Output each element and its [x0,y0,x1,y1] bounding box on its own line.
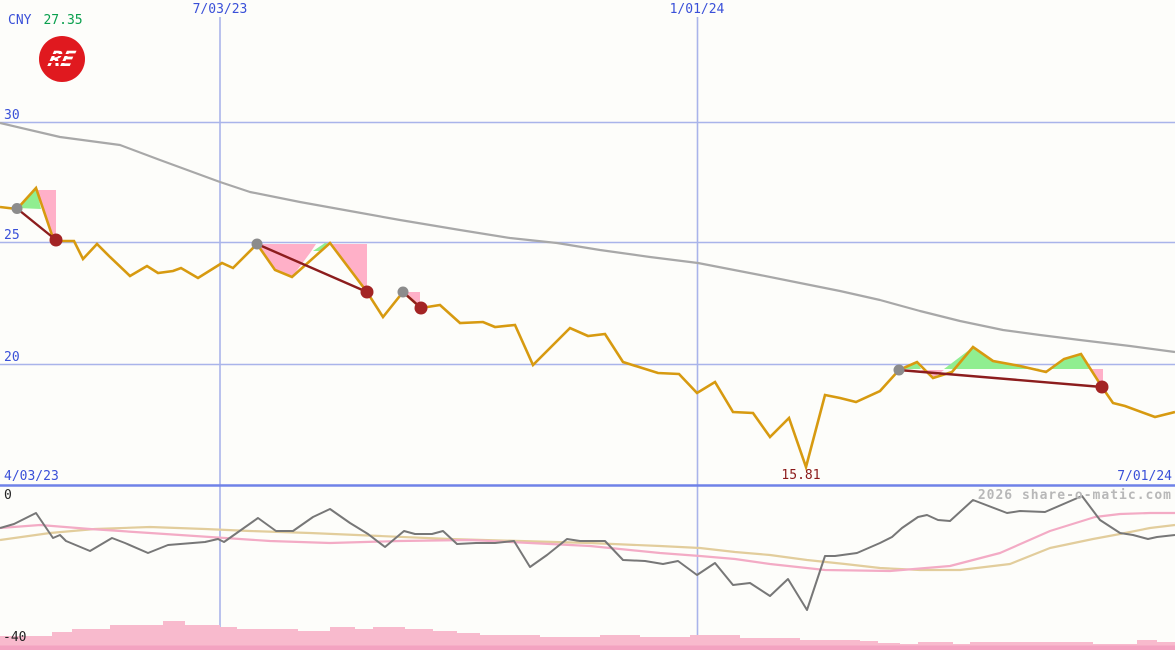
company-logo-text: RE [46,47,78,71]
bottom-date-left: 4/03/23 [4,469,59,484]
pink-fill [257,244,316,277]
trend-line [256,242,368,294]
bottom-date-right: 7/01/24 [1117,469,1172,484]
price-line [0,185,1175,472]
price-low-label: 15.81 [781,468,821,483]
logo-stripe [46,61,78,63]
volume-base-strip [0,645,1175,650]
trend-end-dot [49,233,63,247]
lower-gray-line [0,495,1175,611]
moving-average-line [0,121,1175,354]
currency-label: CNY [8,13,32,28]
trend-end-dot [414,301,428,315]
trend-line [16,207,57,241]
trend-start-dot [11,203,23,214]
lower-pink-line [0,511,1175,573]
watermark: 2026 share-o-matic.com [977,488,1172,503]
y-tick-20: 20 [4,350,20,365]
panel2-tick-0: 0 [4,488,12,503]
trend-end-dot [1095,380,1109,394]
y-tick-30: 30 [4,108,20,123]
trend-start-dot [893,364,905,376]
volume-bars [0,621,1175,650]
panel2-tick-neg40: -40 [3,630,27,645]
trend-end-dot [360,285,374,299]
current-price-row: CNY 27.35 [8,14,83,27]
trend-start-dot [251,238,263,250]
top-date-2: 1/01/24 [669,2,725,17]
trend-start-dot [397,286,409,298]
current-price-value: 27.35 [43,13,83,28]
company-logo: RE [39,36,85,82]
top-date-1: 7/03/23 [192,2,248,17]
y-tick-25: 25 [4,228,20,243]
trend-line [898,368,1103,389]
green-fill [1051,354,1091,369]
lower-tan-line [0,523,1175,572]
logo-stripe [46,54,78,56]
